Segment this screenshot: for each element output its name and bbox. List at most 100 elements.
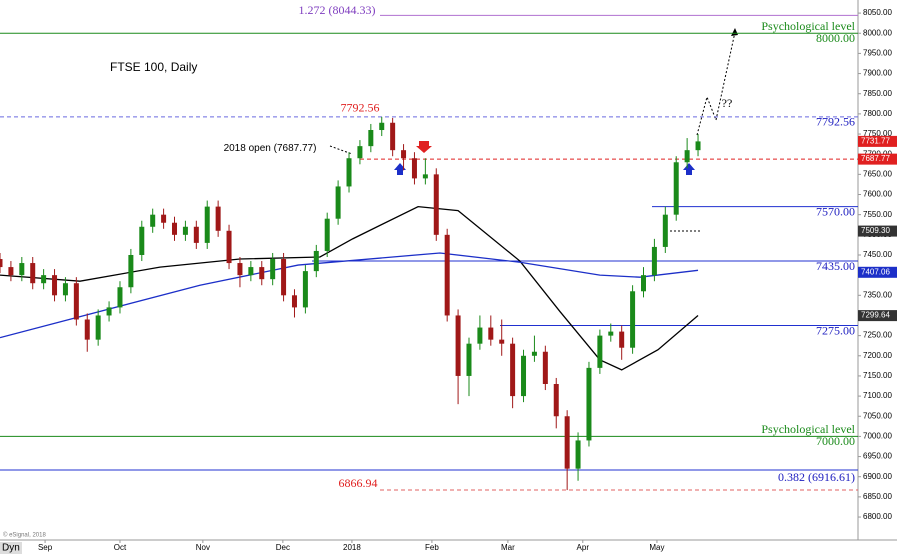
y-tick-label: 7850.00 bbox=[863, 89, 892, 98]
candle-body bbox=[553, 384, 559, 417]
level-label: 7570.00 bbox=[816, 204, 855, 218]
candle-body bbox=[106, 307, 112, 316]
y-tick-label: 7800.00 bbox=[863, 109, 892, 118]
candle-body bbox=[204, 206, 210, 243]
x-tick-label: Dec bbox=[276, 543, 290, 552]
y-tick-label: 7250.00 bbox=[863, 331, 892, 340]
candle-body bbox=[564, 416, 570, 469]
candle-body bbox=[117, 287, 123, 308]
y-tick-label: 7450.00 bbox=[863, 250, 892, 259]
y-tick-label: 7650.00 bbox=[863, 169, 892, 178]
candle-body bbox=[52, 275, 58, 296]
candle-body bbox=[150, 214, 156, 227]
x-tick-label: Apr bbox=[577, 543, 590, 552]
x-tick-label: 2018 bbox=[343, 543, 361, 552]
price-tag-label: 7509.30 bbox=[861, 226, 890, 235]
buy-arrow bbox=[683, 163, 695, 175]
y-tick-label: 8050.00 bbox=[863, 8, 892, 17]
candle-body bbox=[281, 259, 287, 296]
candle-body bbox=[521, 355, 527, 397]
y-tick-label: 7350.00 bbox=[863, 290, 892, 299]
x-tick-label: Sep bbox=[38, 543, 53, 552]
candle-body bbox=[270, 259, 276, 280]
level-label: 6866.94 bbox=[339, 476, 378, 490]
y-tick-label: 6950.00 bbox=[863, 452, 892, 461]
candle-body bbox=[531, 351, 537, 356]
candle-body bbox=[73, 283, 79, 320]
level-label: 7000.00 bbox=[816, 434, 855, 448]
candle-body bbox=[630, 291, 636, 348]
level-label: 7435.00 bbox=[816, 259, 855, 273]
candle-body bbox=[695, 141, 701, 151]
level-note: Psychological level bbox=[761, 19, 855, 33]
candle-body bbox=[291, 295, 297, 308]
candle-body bbox=[586, 367, 592, 441]
price-tag-label: 7731.77 bbox=[861, 137, 890, 146]
candle-body bbox=[641, 275, 646, 292]
candle-body bbox=[542, 351, 548, 384]
projection-arrowhead bbox=[731, 28, 738, 36]
candle-body bbox=[259, 267, 265, 280]
candle-body bbox=[673, 162, 679, 215]
candle-body bbox=[193, 226, 199, 243]
x-tick-label: Feb bbox=[425, 543, 439, 552]
candle-body bbox=[19, 263, 25, 276]
price-tag-label: 7407.06 bbox=[861, 267, 890, 276]
candle-body bbox=[368, 130, 374, 147]
candle-body bbox=[335, 186, 341, 219]
candle-body bbox=[62, 283, 68, 296]
level-label: 0.382 (6916.61) bbox=[778, 470, 855, 484]
candle-body bbox=[477, 327, 483, 344]
price-tag bbox=[858, 153, 897, 165]
candle-body bbox=[444, 234, 450, 316]
price-tag bbox=[858, 310, 897, 322]
level-label: 1.272 (8044.33) bbox=[299, 3, 376, 17]
candle-body bbox=[411, 158, 417, 179]
chart-title: FTSE 100, Daily bbox=[110, 60, 197, 74]
candle-body bbox=[139, 226, 145, 255]
candle-body bbox=[575, 440, 581, 469]
annotation: ?? bbox=[722, 96, 733, 110]
moving-average bbox=[0, 252, 699, 339]
level-label: 2018 open (7687.77) bbox=[224, 143, 317, 154]
price-tag bbox=[858, 266, 897, 278]
candle-body bbox=[390, 122, 396, 151]
y-tick-label: 7200.00 bbox=[863, 351, 892, 360]
candle-body bbox=[401, 150, 407, 159]
projection-path bbox=[696, 31, 736, 136]
candle-body bbox=[313, 250, 319, 272]
corner-label: Dyn bbox=[2, 543, 20, 554]
candle-body bbox=[346, 158, 352, 187]
candle-body bbox=[84, 319, 90, 340]
candle-body bbox=[466, 343, 472, 376]
candle-body bbox=[357, 146, 363, 159]
candle-body bbox=[608, 331, 614, 336]
price-tag-label: 7687.77 bbox=[861, 154, 890, 163]
candle-body bbox=[128, 254, 134, 288]
y-tick-label: 6900.00 bbox=[863, 472, 892, 481]
candle-body bbox=[684, 150, 690, 163]
candle-body bbox=[455, 315, 461, 376]
y-tick-label: 7100.00 bbox=[863, 391, 892, 400]
y-tick-label: 7150.00 bbox=[863, 371, 892, 380]
corner-box bbox=[0, 542, 22, 554]
y-tick-label: 7050.00 bbox=[863, 411, 892, 420]
level-label: 8000.00 bbox=[816, 31, 855, 45]
y-tick-label: 7550.00 bbox=[863, 210, 892, 219]
candle-body bbox=[161, 214, 167, 223]
price-tag bbox=[858, 225, 897, 237]
candle-body bbox=[8, 267, 14, 276]
candle-body bbox=[499, 339, 505, 344]
candle-body bbox=[41, 275, 47, 284]
candle-body bbox=[510, 343, 516, 397]
candle-body bbox=[248, 267, 254, 276]
candle-body bbox=[379, 122, 385, 131]
y-tick-label: 7000.00 bbox=[863, 432, 892, 441]
y-tick-label: 6800.00 bbox=[863, 512, 892, 521]
y-tick-label: 6850.00 bbox=[863, 492, 892, 501]
x-tick-label: Oct bbox=[114, 543, 127, 552]
candle-body bbox=[597, 335, 603, 368]
candle-body bbox=[0, 259, 3, 268]
candle-body bbox=[95, 315, 101, 340]
